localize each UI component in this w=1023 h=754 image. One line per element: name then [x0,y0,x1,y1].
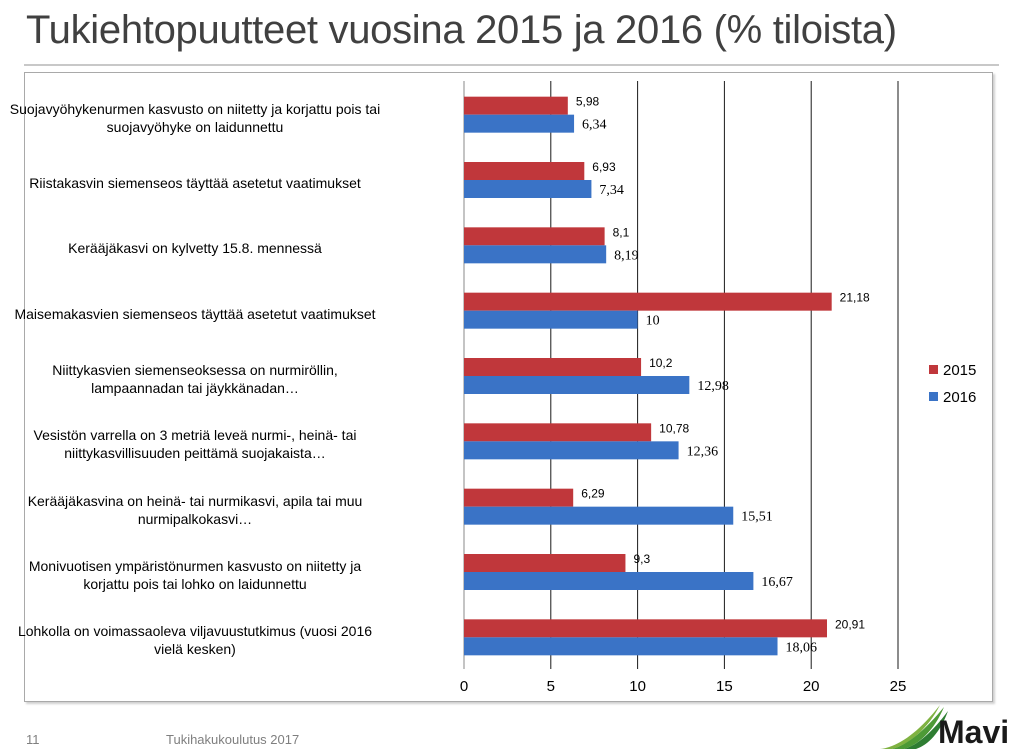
footer-text: Tukihakukoulutus 2017 [166,732,300,747]
x-tick-label: 15 [716,678,733,695]
data-label-2016: 6,34 [582,118,607,133]
data-label-2015: 6,93 [592,160,616,174]
data-label-2016: 12,98 [697,379,729,394]
legend-label-2015: 2015 [943,362,976,379]
bar-2016 [464,637,778,656]
legend-swatch-2015 [929,365,938,374]
category-label-line: vielä kesken) [154,641,236,658]
category-label-line: Kerääjäkasvi on kylvetty 15.8. mennessä [68,240,322,257]
category-label: Kerääjäkasvi on kylvetty 15.8. mennessä [0,239,420,257]
x-tick-label: 5 [547,678,555,695]
bar-2015 [464,162,585,180]
category-label: Kerääjäkasvina on heinä- tai nurmikasvi,… [0,492,420,528]
bar-2016 [464,245,607,264]
bar-2016 [464,310,638,329]
category-label-line: Riistakasvin siemenseos täyttää asetetut… [29,175,361,191]
data-label-2016: 16,67 [761,575,793,590]
category-label: Lohkolla on voimassaoleva viljavuustutki… [0,622,420,658]
category-label: Suojavyöhykenurmen kasvusto on niitetty … [0,100,420,136]
bar-2016 [464,114,575,133]
bar-2015 [464,96,568,115]
legend-swatch-2016 [929,392,938,401]
page-number: 11 [26,732,40,747]
bar-2015 [464,488,574,507]
category-label: Maisemakasvien siemenseos täyttää asetet… [0,305,420,323]
data-label-2015: 10,2 [649,356,673,370]
category-label: Niittykasvien siemenseoksessa on nurmirö… [0,361,420,397]
bar-2015 [464,292,832,311]
bar-2016 [464,441,679,460]
page-title: Tukiehtopuutteet vuosina 2015 ja 2016 (%… [26,8,897,52]
title-divider [24,64,999,66]
bar-2016 [464,572,754,590]
category-label-line: niittykasvillisuuden peittämä suojakaist… [64,445,326,462]
data-label-2016: 10 [646,314,660,329]
x-tick-label: 25 [890,678,907,695]
x-tick-label: 0 [460,678,468,695]
x-tick-label: 20 [803,678,820,695]
category-label-line: Lohkolla on voimassaoleva viljavuustutki… [17,623,373,640]
category-label-line: nurmipalkokasvi… [137,510,253,527]
category-label-line: Monivuotisen ympäristönurmen kasvusto on… [28,558,362,574]
bar-2015 [464,619,827,638]
bar-2015 [464,423,652,442]
category-label-line: Niittykasvien siemenseoksessa on nurmirö… [52,362,338,378]
data-label-2016: 15,51 [741,510,773,525]
category-label-line: Vesistön varrella on 3 metriä leveä nurm… [33,427,357,444]
data-label-2016: 8,19 [614,248,639,263]
data-label-2015: 20,91 [835,617,865,631]
category-label: Vesistön varrella on 3 metriä leveä nurm… [0,426,420,462]
bar-2016 [464,506,734,525]
bar-2015 [464,227,605,246]
data-label-2015: 8,1 [613,225,630,239]
category-label-line: lampaannadan tai jäykkänadan… [91,380,299,396]
category-label-line: korjattu pois tai lohko on laidunnettu [83,576,307,592]
category-label: Monivuotisen ympäristönurmen kasvusto on… [0,557,420,593]
mavi-logo-icon [880,705,948,749]
data-label-2016: 7,34 [599,183,624,198]
category-label: Riistakasvin siemenseos täyttää asetetut… [0,174,420,192]
data-label-2015: 5,98 [576,95,600,109]
category-label-line: Kerääjäkasvina on heinä- tai nurmikasvi,… [27,492,363,509]
category-label-line: Suojavyöhykenurmen kasvusto on niitetty … [9,100,381,117]
x-tick-label: 10 [629,678,646,695]
bar-2015 [464,358,642,376]
bar-2016 [464,376,690,394]
chart-frame: Suojavyöhykenurmen kasvusto on niitetty … [10,72,993,702]
bar-chart: 0 5 10 15 20 25 5,98 6,34 6,93 7,34 8,1 8,19 21,18 10… [460,81,976,695]
data-label-2016: 12,36 [687,444,719,459]
category-label-line: Maisemakasvien siemenseos täyttää asetet… [14,305,376,322]
data-label-2015: 6,29 [581,487,605,501]
data-label-2016: 18,06 [786,640,818,655]
logo-text: Mavi [938,714,1010,750]
data-label-2015: 21,18 [840,291,870,305]
legend-label-2016: 2016 [943,389,976,406]
data-label-2015: 9,3 [633,552,650,566]
category-label-line: suojavyöhyke on laidunnettu [106,118,284,135]
bar-2016 [464,180,592,198]
bar-2015 [464,554,626,572]
data-label-2015: 10,78 [659,421,689,435]
